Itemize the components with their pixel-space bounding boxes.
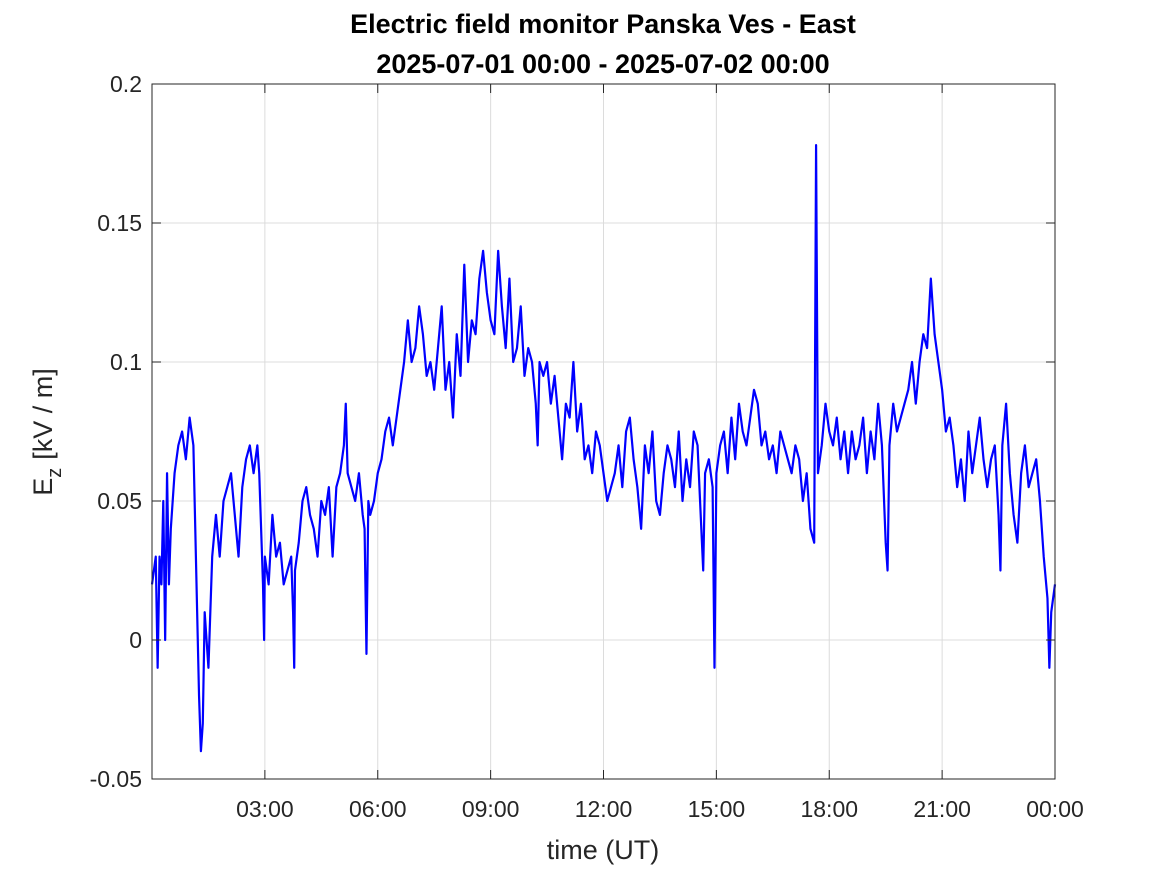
chart-subtitle: 2025-07-01 00:00 - 2025-07-02 00:00 <box>376 49 829 79</box>
y-label-base: E <box>28 478 58 496</box>
y-axis-label: Ez [kV / m] <box>28 368 66 496</box>
data-line <box>150 144 1057 753</box>
x-tick-label: 12:00 <box>575 796 633 822</box>
ticks: -0.05 0 0.05 0.1 0.15 0.2 03:00 06:00 09:00 12:00… <box>90 71 1084 822</box>
y-tick-label: 0.05 <box>97 488 142 514</box>
y-label-rest: [kV / m] <box>28 368 58 460</box>
x-tick-label: 03:00 <box>236 796 294 822</box>
chart-title: Electric field monitor Panska Ves - East <box>350 9 856 39</box>
y-tick-label: 0.15 <box>97 210 142 236</box>
y-tick-label: 0.1 <box>110 349 142 375</box>
x-axis-label: time (UT) <box>547 835 659 865</box>
y-tick-label: 0 <box>129 627 142 653</box>
x-tick-label: 09:00 <box>462 796 520 822</box>
y-label-sub: z <box>44 468 66 478</box>
x-tick-label: 21:00 <box>913 796 971 822</box>
data-layer <box>150 144 1057 753</box>
x-tick-label: 06:00 <box>349 796 407 822</box>
y-tick-label: 0.2 <box>110 71 142 97</box>
x-tick-label: 00:00 <box>1026 796 1084 822</box>
y-tick-label: -0.05 <box>90 766 142 792</box>
x-tick-label: 18:00 <box>800 796 858 822</box>
x-tick-label: 15:00 <box>688 796 746 822</box>
